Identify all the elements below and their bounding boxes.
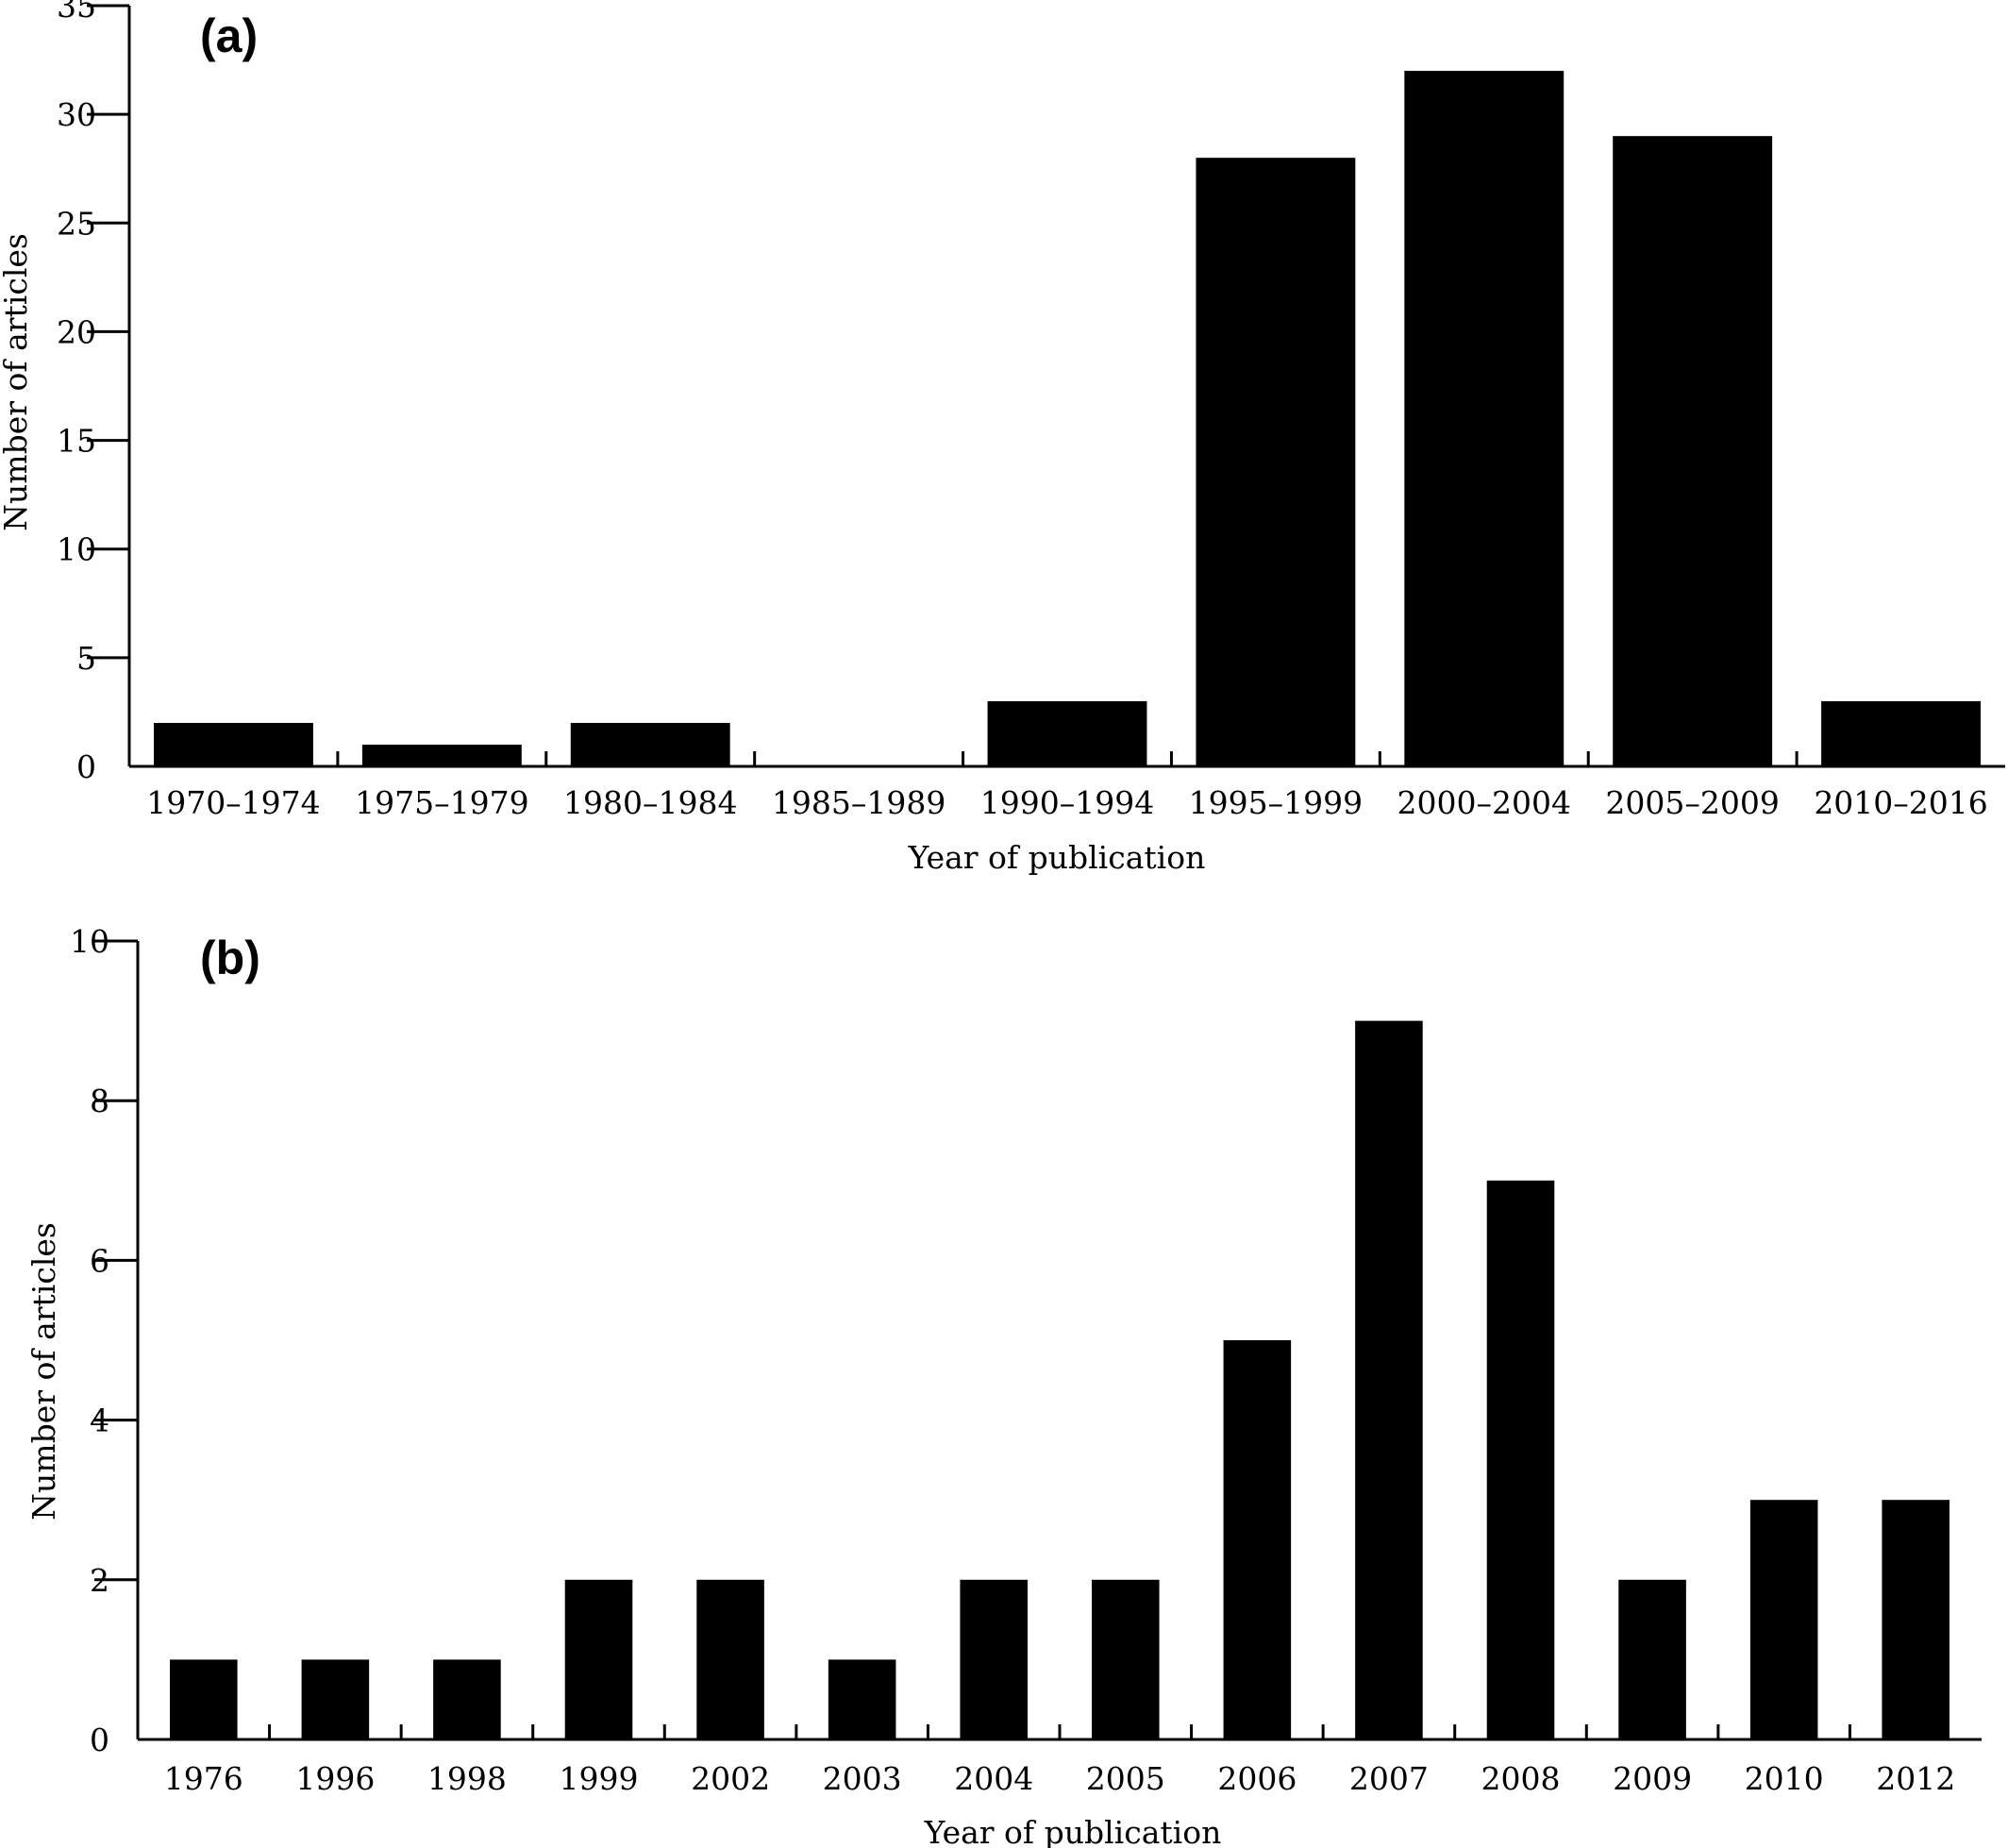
y-axis-title-b: Number of articles <box>25 1222 62 1520</box>
panel-label-a: (a) <box>200 9 258 62</box>
bar-b-2002 <box>696 1579 764 1739</box>
x-tick-label-a: 2000–2004 <box>1397 784 1571 821</box>
bar-b-1998 <box>433 1659 501 1739</box>
bar-b-1999 <box>564 1579 633 1739</box>
x-tick-label-a: 2005–2009 <box>1605 784 1779 821</box>
bar-a-1975–1979 <box>361 744 522 766</box>
panel-label-b: (b) <box>200 932 260 984</box>
x-tick-label-b: 2007 <box>1349 1760 1429 1797</box>
x-axis-title-a: Year of publication <box>908 839 1206 876</box>
bar-a-2005–2009 <box>1613 136 1773 766</box>
bar-a-1995–1999 <box>1196 158 1356 766</box>
y-tick-label-a: 15 <box>57 423 96 460</box>
bar-a-1970–1974 <box>154 722 313 766</box>
y-tick-label-b: 4 <box>90 1403 109 1439</box>
x-tick-label-a: 1980–1984 <box>563 784 737 821</box>
y-tick-label-b: 2 <box>90 1562 109 1599</box>
x-tick-label-b: 2008 <box>1481 1760 1561 1797</box>
x-tick-label-a: 1990–1994 <box>980 784 1154 821</box>
x-tick-label-a: 2010–2016 <box>1814 784 1987 821</box>
bar-b-2004 <box>960 1579 1028 1739</box>
bar-a-1990–1994 <box>987 700 1147 766</box>
y-tick-label-a: 25 <box>57 205 96 242</box>
x-tick-label-b: 1996 <box>295 1760 375 1797</box>
x-tick-label-b: 1999 <box>560 1760 639 1797</box>
bar-a-2000–2004 <box>1404 71 1565 767</box>
y-tick-label-a: 35 <box>57 0 96 25</box>
y-tick-label-a: 20 <box>57 313 96 350</box>
y-tick-label-b: 8 <box>90 1083 109 1119</box>
chart-panel-a: 0 5 10 15 20 25 30 35 1970–1974 1975–1979 1980–198… <box>0 0 2005 876</box>
y-axis-title-a: Number of articles <box>0 233 34 531</box>
x-tick-label-b: 1976 <box>164 1760 243 1797</box>
x-tick-label-b: 2010 <box>1745 1760 1824 1797</box>
x-tick-label-b: 2002 <box>691 1760 770 1797</box>
bar-b-2012 <box>1882 1500 1949 1739</box>
chart-panel-b: 0 2 4 6 8 10 1976 1996 1998 1999 2002 2003 2004 2005 2… <box>25 923 1982 1848</box>
x-tick-label-b: 2003 <box>823 1760 902 1797</box>
bar-a-1980–1984 <box>570 722 730 766</box>
bar-b-1996 <box>301 1659 370 1739</box>
bar-b-2010 <box>1749 1500 1818 1739</box>
bar-b-1976 <box>170 1659 238 1739</box>
bar-b-2005 <box>1092 1579 1160 1739</box>
bar-b-2007 <box>1355 1020 1423 1739</box>
x-tick-label-b: 2006 <box>1217 1760 1297 1797</box>
y-tick-label-b: 0 <box>90 1722 109 1758</box>
x-tick-label-a: 1975–1979 <box>355 784 528 821</box>
bar-a-2010–2016 <box>1821 700 1981 766</box>
y-tick-label-a: 10 <box>57 531 96 568</box>
bar-b-2008 <box>1486 1180 1555 1739</box>
x-tick-label-b: 2005 <box>1086 1760 1165 1797</box>
x-tick-label-b: 2004 <box>954 1760 1033 1797</box>
x-tick-label-a: 1995–1999 <box>1189 784 1363 821</box>
y-tick-label-b: 6 <box>90 1242 109 1279</box>
x-tick-label-b: 2009 <box>1613 1760 1692 1797</box>
x-tick-label-a: 1985–1989 <box>772 784 945 821</box>
y-tick-label-b: 10 <box>70 923 109 960</box>
bar-b-2009 <box>1618 1579 1686 1739</box>
x-tick-label-a: 1970–1974 <box>146 784 320 821</box>
y-tick-label-a: 0 <box>76 748 96 785</box>
x-tick-label-b: 2012 <box>1876 1760 1955 1797</box>
x-axis-title-b: Year of publication <box>924 1814 1222 1848</box>
bar-b-2006 <box>1223 1340 1292 1739</box>
x-tick-label-b: 1998 <box>427 1760 507 1797</box>
y-tick-label-a: 5 <box>76 640 96 677</box>
y-tick-label-a: 30 <box>57 96 96 133</box>
bar-b-2003 <box>828 1659 896 1739</box>
